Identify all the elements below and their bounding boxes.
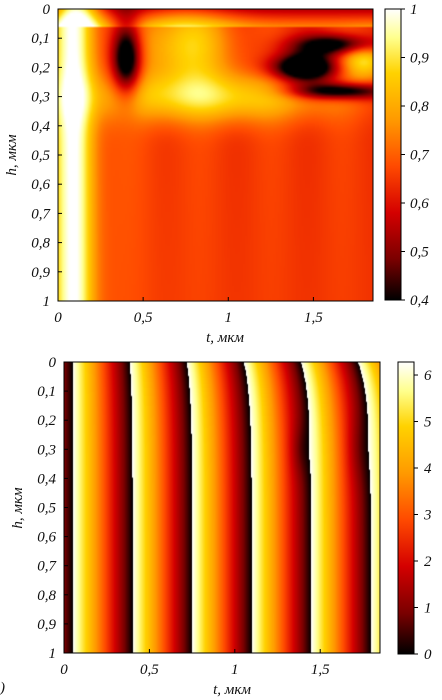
y-tick-label: 0,5 [37, 501, 56, 517]
y-tick-label: 0,6 [31, 177, 50, 193]
colorbar-tick-label: 4 [424, 461, 432, 477]
bottom-x-ticks: 0 0,5 1 1,5 [60, 649, 330, 678]
x-tick-label: 1,5 [311, 662, 330, 678]
y-tick-label: 0,8 [31, 236, 50, 252]
colorbar-bottom: 0 1 2 3 4 5 6 [397, 361, 432, 663]
y-tick-label: 0,2 [37, 413, 56, 429]
colorbar-top-ticks: 0,4 0,5 0,6 0,7 0,8 0,9 1 [401, 2, 430, 309]
bottom-y-ticks: 0 0,1 0,2 0,3 0,4 0,5 0,6 0,7 0,8 0,9 1 [37, 355, 68, 662]
x-tick-label: 1,5 [304, 310, 323, 326]
top-x-axis-label: t, мкм [206, 330, 244, 346]
colorbar-tick-label: 2 [424, 554, 432, 570]
heatmap-top: 0 0,1 0,2 0,3 0,4 0,5 0,6 0,7 0,8 0,9 1 0 0,5 1 1,5 t… [4, 2, 374, 346]
colorbar-tick-label: 1 [410, 2, 418, 18]
colorbar-tick-label: 0,6 [410, 196, 429, 212]
colorbar-bottom-bar [397, 361, 415, 655]
y-tick-label: 0,4 [31, 119, 50, 135]
y-tick-label: 1 [43, 294, 51, 310]
bottom-y-axis-label: h, мкм [10, 487, 26, 529]
y-tick-label: 0,1 [37, 384, 56, 400]
y-tick-label: 0,1 [31, 31, 50, 47]
colorbar-tick-label: 0,5 [410, 245, 429, 261]
colorbar-tick-label: 0,9 [410, 51, 429, 67]
bottom-x-axis-label: t, мкм [213, 682, 251, 698]
y-tick-label: 0,2 [31, 60, 50, 76]
colorbar-tick-label: 3 [423, 508, 432, 524]
x-tick-label: 0 [54, 310, 62, 326]
x-tick-label: 0,5 [134, 310, 153, 326]
y-tick-label: 0 [43, 2, 51, 18]
y-tick-label: 0,3 [37, 442, 56, 458]
colorbar-tick-label: 6 [424, 368, 432, 384]
colorbar-tick-label: 0,7 [410, 148, 430, 164]
heatmap-bottom-image [64, 362, 380, 653]
colorbar-tick-label: 5 [424, 415, 432, 431]
colorbar-top-bar [384, 8, 402, 301]
x-tick-label: 0 [60, 662, 68, 678]
heatmap-bottom: 0 0,1 0,2 0,3 0,4 0,5 0,6 0,7 0,8 0,9 1 0 0,5 1 1,5 t… [10, 355, 381, 698]
y-tick-label: 0,8 [37, 588, 56, 604]
y-tick-label: 0,7 [37, 559, 57, 575]
heatmap-top-image [58, 9, 373, 301]
y-tick-label: 0,9 [31, 265, 50, 281]
colorbar-tick-label: 1 [424, 601, 432, 617]
top-y-axis-label: h, мкм [4, 134, 20, 176]
colorbar-bottom-ticks: 0 1 2 3 4 5 6 [414, 368, 432, 663]
y-tick-label: 0,6 [37, 530, 56, 546]
x-tick-label: 1 [231, 662, 239, 678]
y-tick-label: 0,5 [31, 148, 50, 164]
colorbar-tick-label: 0,4 [410, 293, 429, 309]
y-tick-label: 0 [49, 355, 57, 371]
top-x-ticks: 0 0,5 1 1,5 [54, 297, 323, 326]
panel-label: ) [0, 680, 5, 696]
colorbar-top: 0,4 0,5 0,6 0,7 0,8 0,9 1 [384, 2, 430, 309]
y-tick-label: 1 [49, 646, 57, 662]
y-tick-label: 0,3 [31, 90, 50, 106]
colorbar-tick-label: 0 [424, 647, 432, 663]
y-tick-label: 0,4 [37, 471, 56, 487]
y-tick-label: 0,9 [37, 617, 56, 633]
colorbar-tick-label: 0,8 [410, 99, 429, 115]
x-tick-label: 0,5 [140, 662, 159, 678]
x-tick-label: 1 [225, 310, 233, 326]
top-y-ticks: 0 0,1 0,2 0,3 0,4 0,5 0,6 0,7 0,8 0,9 1 [31, 2, 62, 310]
y-tick-label: 0,7 [31, 206, 51, 222]
